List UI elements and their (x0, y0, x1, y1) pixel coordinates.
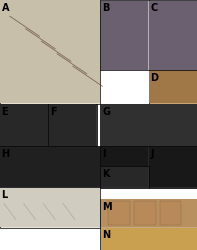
Bar (149, 70, 197, 104)
Bar (0, 104, 48, 146)
Bar (49, 104, 96, 146)
Text: M: M (102, 202, 112, 212)
Bar (160, 201, 181, 225)
Text: D: D (150, 73, 158, 83)
Text: K: K (102, 169, 110, 179)
Bar (100, 199, 197, 228)
Bar (149, 70, 197, 103)
Text: N: N (102, 230, 110, 240)
Bar (100, 228, 197, 250)
Bar (101, 147, 148, 166)
Bar (101, 167, 148, 187)
Bar (149, 0, 197, 70)
Text: I: I (102, 149, 106, 159)
Text: L: L (2, 190, 8, 200)
Bar (101, 228, 197, 250)
Bar (0, 188, 100, 227)
Text: A: A (2, 3, 9, 13)
Text: H: H (2, 149, 10, 159)
Bar (101, 104, 197, 146)
Bar (149, 147, 197, 187)
Bar (108, 201, 130, 225)
Text: B: B (102, 3, 109, 13)
Bar (100, 146, 149, 166)
Bar (0, 147, 100, 187)
Bar (101, 0, 148, 70)
Text: G: G (102, 107, 110, 117)
Text: E: E (2, 107, 8, 117)
Bar (0, 104, 48, 146)
Bar (149, 0, 197, 70)
Bar (100, 0, 149, 70)
Bar (101, 199, 197, 227)
Bar (48, 104, 97, 146)
Text: F: F (50, 107, 57, 117)
Bar (0, 146, 100, 188)
Text: J: J (150, 149, 154, 159)
Text: C: C (150, 3, 158, 13)
Bar (134, 201, 156, 225)
Bar (149, 146, 197, 188)
Bar (100, 104, 197, 146)
Bar (100, 166, 149, 188)
Bar (0, 188, 100, 228)
Bar (0, 0, 100, 103)
Bar (0, 0, 100, 104)
